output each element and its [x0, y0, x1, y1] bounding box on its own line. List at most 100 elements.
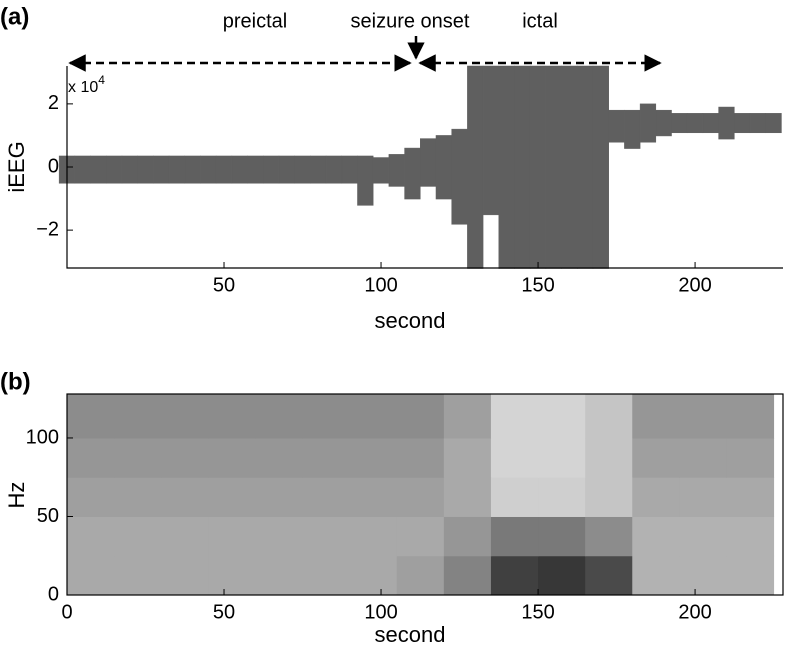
x-axis-label: second — [375, 308, 446, 333]
signal-envelope — [545, 65, 562, 269]
signal-envelope — [749, 113, 766, 134]
signal-envelope — [482, 65, 500, 216]
y-tick-label: 0 — [48, 155, 59, 177]
x-tick-label: 100 — [364, 601, 397, 623]
signal-envelope — [215, 155, 233, 184]
heatmap-cell — [726, 555, 775, 596]
heatmap-cell — [67, 437, 115, 478]
signal-envelope — [514, 65, 531, 269]
heatmap-cell — [114, 394, 162, 439]
heatmap-cell — [443, 555, 492, 596]
signal-envelope — [765, 113, 782, 134]
heatmap-cell — [443, 477, 492, 517]
x-tick-label: 200 — [678, 274, 711, 296]
heatmap-cell — [67, 516, 115, 557]
x-tick-label: 50 — [213, 274, 235, 296]
heatmap-cell — [443, 516, 492, 557]
y-tick-label: 0 — [48, 583, 59, 605]
signal-envelope — [200, 155, 217, 184]
heatmap-cell — [255, 516, 304, 557]
signal-envelope — [686, 113, 704, 134]
y-tick-label: 100 — [26, 426, 59, 448]
heatmap-cell — [208, 394, 256, 439]
heatmap-cell — [208, 477, 256, 517]
heatmap-cell — [161, 555, 209, 596]
heatmap-cell — [208, 437, 256, 478]
signal-envelope — [341, 155, 358, 184]
y-axis-label: iEEG — [4, 141, 29, 192]
y-tick-label: 50 — [37, 505, 59, 527]
signal-envelope — [655, 109, 672, 137]
heatmap-cell — [726, 477, 775, 517]
heatmap-cell — [585, 477, 633, 517]
signal-envelope — [74, 155, 91, 184]
heatmap-cell — [302, 555, 351, 596]
signal-envelope — [263, 155, 280, 184]
heatmap-cell — [161, 477, 209, 517]
signal-envelope — [420, 138, 437, 187]
heatmap-cell — [208, 555, 256, 596]
signal-envelope — [168, 155, 186, 184]
heatmap-cell — [679, 394, 727, 439]
signal-envelope — [467, 65, 484, 269]
heatmap-cell — [585, 555, 633, 596]
multiplier: x 104 — [68, 73, 105, 96]
signal-envelope — [435, 135, 452, 200]
annotation: seizure onset — [351, 10, 470, 32]
heatmap-cell — [490, 477, 539, 517]
signal-envelope — [529, 65, 547, 269]
heatmap-cell — [679, 437, 727, 478]
heatmap-cell — [349, 516, 398, 557]
heatmap-cell — [679, 555, 727, 596]
y-axis-label: Hz — [4, 482, 29, 509]
heatmap-cell — [255, 437, 304, 478]
x-axis-label: second — [375, 622, 446, 647]
heatmap-cell — [538, 477, 586, 517]
heatmap-cell — [114, 555, 162, 596]
signal-envelope — [718, 106, 735, 140]
heatmap-cell — [396, 555, 445, 596]
heatmap-cell — [302, 477, 351, 517]
heatmap-cell — [726, 394, 775, 439]
signal-envelope — [121, 155, 138, 184]
signal-envelope — [153, 155, 170, 184]
heatmap-cell — [161, 437, 209, 478]
heatmap-cell — [585, 394, 633, 439]
signal-envelope — [90, 155, 107, 184]
heatmap-cell — [632, 555, 680, 596]
y-tick-label: 2 — [48, 92, 59, 114]
signal-envelope — [278, 155, 295, 184]
heatmap-cell — [490, 516, 539, 557]
heatmap-cell — [632, 477, 680, 517]
heatmap-cell — [349, 394, 398, 439]
x-tick-label: 0 — [61, 601, 72, 623]
signal-envelope — [325, 155, 343, 184]
heatmap-cell — [114, 437, 162, 478]
heatmap-cell — [538, 555, 586, 596]
heatmap-cell — [255, 555, 304, 596]
heatmap-cell — [726, 437, 775, 478]
heatmap-cell — [396, 477, 445, 517]
heatmap-cell — [679, 516, 727, 557]
heatmap-cell — [208, 516, 256, 557]
panel-label: (b) — [0, 368, 31, 395]
heatmap-cell — [114, 477, 162, 517]
x-tick-label: 50 — [213, 601, 235, 623]
heatmap-cell — [349, 437, 398, 478]
x-tick-label: 100 — [364, 274, 397, 296]
annotation: preictal — [223, 10, 287, 32]
heatmap-cell — [632, 516, 680, 557]
signal-envelope — [639, 103, 657, 143]
heatmap-cell — [396, 516, 445, 557]
heatmap-cell — [67, 477, 115, 517]
signal-envelope — [451, 128, 468, 225]
heatmap-cell — [302, 437, 351, 478]
signal-envelope — [357, 155, 374, 206]
heatmap-cell — [443, 394, 492, 439]
panel-label: (a) — [0, 3, 29, 30]
heatmap-cell — [114, 516, 162, 557]
heatmap-cell — [255, 477, 304, 517]
heatmap-cell — [538, 394, 586, 439]
signal-envelope — [294, 155, 311, 184]
